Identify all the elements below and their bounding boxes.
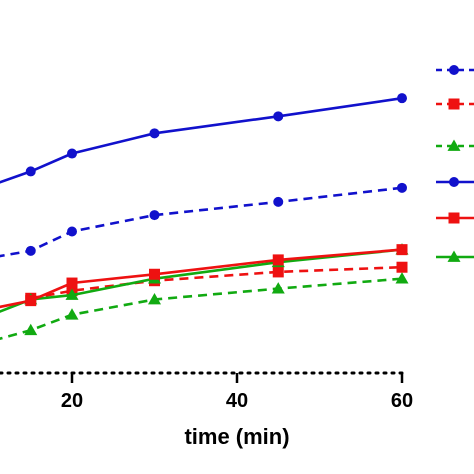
data-point — [149, 210, 160, 221]
data-point — [67, 226, 77, 237]
series-line — [0, 96, 403, 184]
legend-marker — [447, 139, 461, 151]
series-6 — [0, 272, 409, 341]
data-point — [148, 292, 161, 305]
legend-item-4 — [436, 177, 474, 187]
data-point — [397, 182, 407, 193]
x-tick-label: 60 — [391, 390, 413, 412]
x-tick-label: 40 — [226, 390, 248, 412]
data-point — [24, 323, 38, 336]
data-point — [66, 277, 78, 289]
series-3 — [0, 244, 408, 309]
data-point — [396, 244, 408, 256]
legend-item-3 — [436, 139, 474, 151]
series-2 — [0, 182, 407, 258]
data-point — [65, 308, 79, 320]
data-point — [397, 93, 407, 104]
legend-marker — [448, 212, 460, 224]
legend-marker — [449, 177, 459, 187]
data-point — [25, 166, 36, 177]
legend-item-2 — [436, 98, 474, 110]
data-point — [273, 111, 284, 122]
data-point — [149, 268, 160, 280]
x-tick-label: 20 — [61, 390, 83, 412]
series-line — [0, 248, 403, 309]
series-line — [0, 248, 403, 313]
x-axis-title: time (min) — [184, 424, 289, 449]
legend-item-1 — [436, 65, 474, 75]
series-line — [0, 186, 403, 258]
series-line — [0, 277, 403, 341]
data-point — [65, 288, 79, 300]
data-point — [67, 148, 77, 159]
legend-item-5 — [436, 212, 474, 224]
data-point — [273, 196, 284, 207]
data-point — [149, 128, 160, 139]
plot-area — [0, 93, 409, 341]
data-point — [396, 261, 408, 273]
data-point — [25, 295, 37, 307]
data-point — [271, 282, 285, 294]
legend-marker — [448, 98, 460, 110]
series-1 — [0, 93, 407, 184]
data-point — [272, 254, 284, 266]
legend — [436, 65, 474, 262]
data-point — [272, 266, 284, 278]
legend-marker — [449, 65, 459, 75]
x-axis-ticks: 20 40 60 — [61, 373, 413, 412]
data-point — [25, 245, 36, 256]
legend-item-6 — [436, 250, 474, 262]
legend-marker — [447, 250, 461, 262]
data-point — [395, 272, 409, 284]
